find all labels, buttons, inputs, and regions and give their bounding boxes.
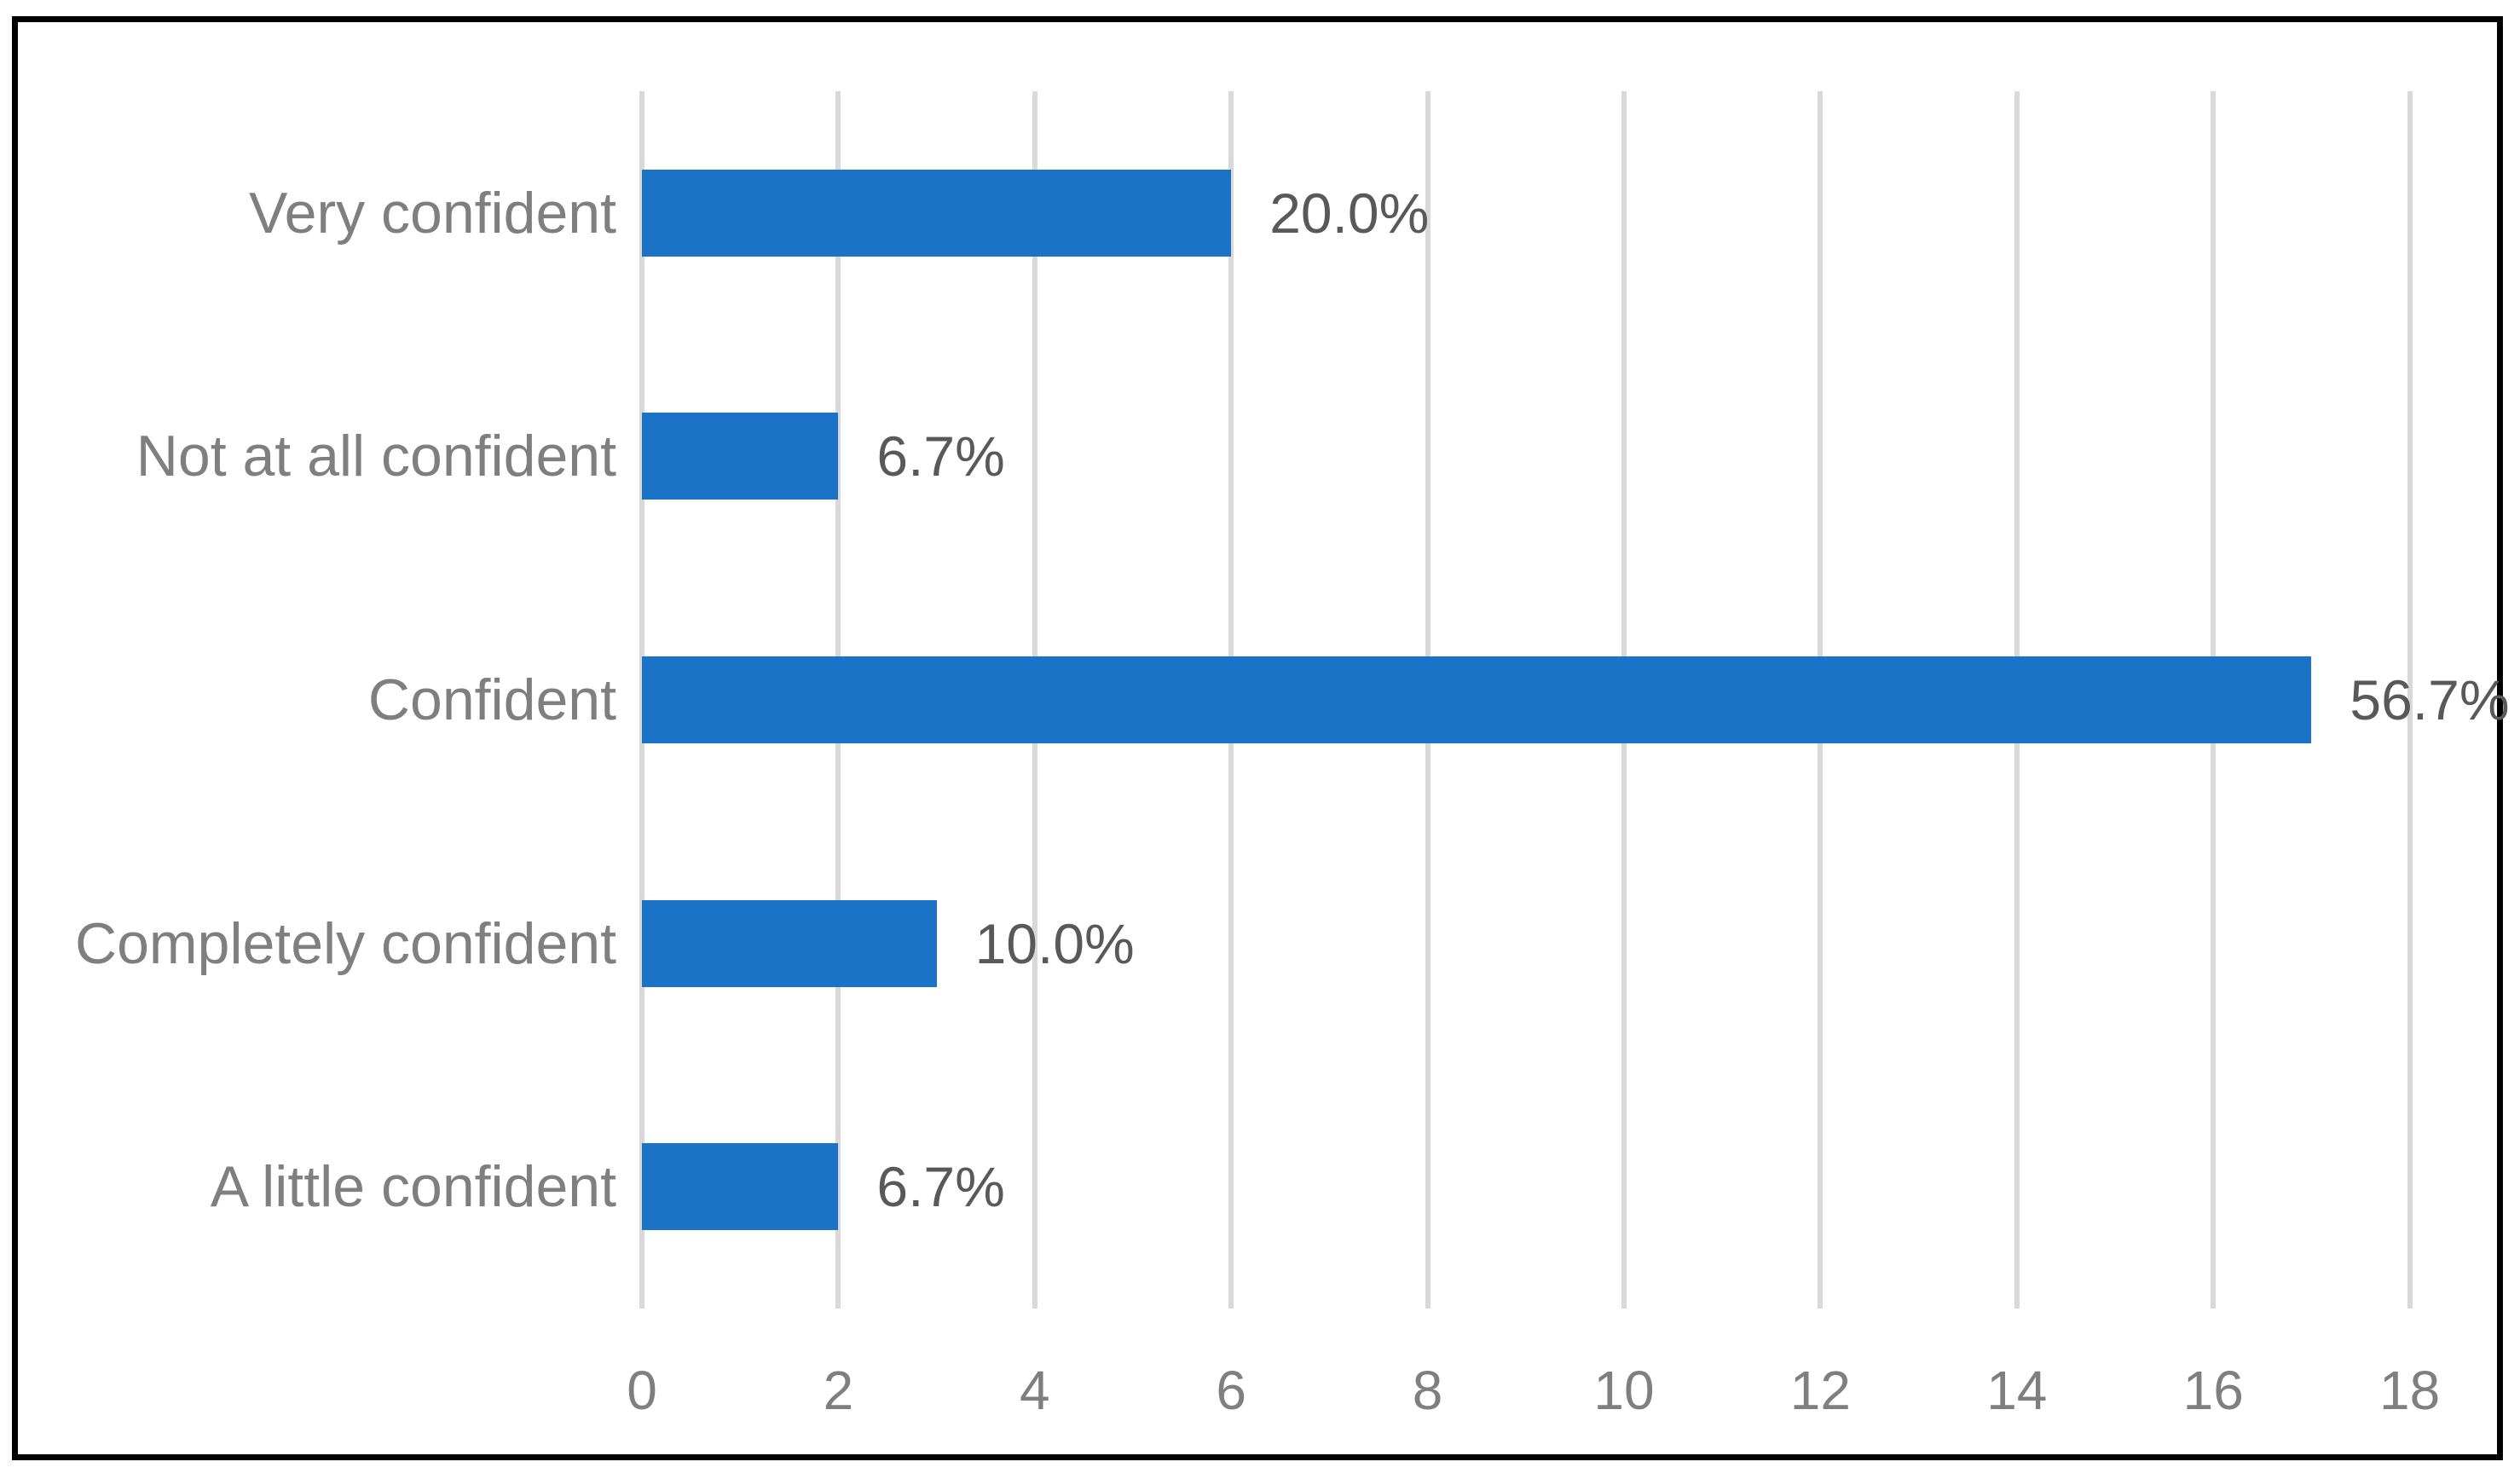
data-label: 56.7%	[2349, 667, 2510, 731]
x-tick-label: 14	[1986, 1360, 2048, 1421]
x-tick-label: 6	[1216, 1360, 1246, 1421]
bar	[642, 656, 2312, 743]
x-tick-label: 10	[1593, 1360, 1655, 1421]
category-label: Not at all confident	[136, 424, 616, 489]
data-label: 6.7%	[876, 425, 1005, 488]
x-tick-label: 0	[627, 1360, 657, 1421]
data-label: 20.0%	[1269, 181, 1430, 245]
x-tick-label: 8	[1412, 1360, 1443, 1421]
category-label: Confident	[367, 667, 616, 732]
plot-area: Very confident 20.0% Not at all confident 6…	[18, 22, 2510, 1454]
x-tick-label: 4	[1020, 1360, 1050, 1421]
x-tick-label: 12	[1789, 1360, 1851, 1421]
x-tick-label: 16	[2182, 1360, 2244, 1421]
bar	[642, 413, 839, 500]
data-label: 10.0%	[974, 911, 1135, 975]
x-tick-label: 2	[823, 1360, 854, 1421]
bar	[642, 1143, 839, 1231]
gridline-x-18	[2407, 91, 2413, 1309]
bar	[642, 899, 937, 987]
data-label: 6.7%	[876, 1155, 1005, 1219]
category-label: Completely confident	[74, 910, 616, 976]
category-label: Very confident	[249, 180, 616, 246]
x-tick-label: 18	[2379, 1360, 2441, 1421]
bar	[642, 169, 1232, 257]
category-label: A little confident	[210, 1154, 616, 1220]
bar-chart-frame: Very confident 20.0% Not at all confident 6…	[12, 16, 2510, 1460]
